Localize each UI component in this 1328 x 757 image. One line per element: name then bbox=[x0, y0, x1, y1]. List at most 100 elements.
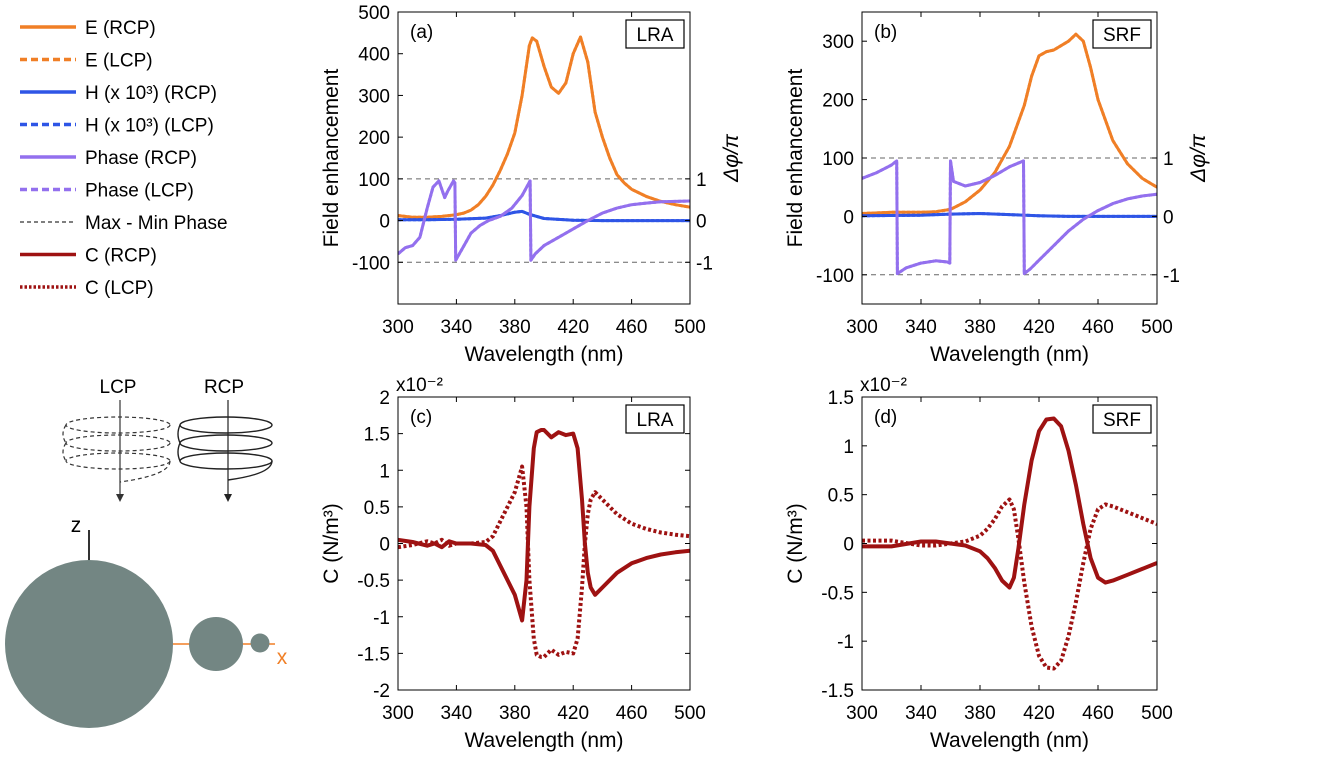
y-tick-label: -1 bbox=[837, 632, 854, 653]
structure-tag: LRA bbox=[625, 19, 685, 49]
legend-entry-maxmin: Max - Min Phase bbox=[20, 213, 228, 234]
x-tick-label: 380 bbox=[499, 703, 531, 724]
legend-label: Phase (RCP) bbox=[85, 148, 197, 169]
structure-tag: SRF bbox=[1092, 404, 1152, 434]
legend-label: E (LCP) bbox=[85, 51, 153, 72]
y-tick-label: -1.5 bbox=[357, 644, 390, 665]
y2-axis-label: Δφ/π bbox=[720, 133, 743, 183]
panel-b: 300 340 380 420 460 500 -100 0 100 200 300 1 0 -1 Δφ/π… bbox=[784, 11, 1210, 366]
x-tick-label: 300 bbox=[846, 703, 878, 724]
x-tick-label: 460 bbox=[1082, 703, 1114, 724]
y2-tick-label: 0 bbox=[696, 212, 707, 233]
y-tick-label: 1.5 bbox=[364, 425, 390, 446]
svg-text:LRA: LRA bbox=[637, 25, 674, 46]
large-sphere bbox=[5, 560, 173, 728]
small-sphere bbox=[250, 633, 270, 653]
x-tick-label: 340 bbox=[905, 317, 937, 338]
x-tick-label: 300 bbox=[846, 317, 878, 338]
y2-tick-label: 0 bbox=[1163, 207, 1174, 228]
y-axis-label: Field enhancement bbox=[784, 69, 807, 248]
x-tick-label: 340 bbox=[905, 703, 937, 724]
legend-entry-p_rcp: Phase (RCP) bbox=[20, 148, 197, 169]
legend-label: Phase (LCP) bbox=[85, 181, 194, 202]
series-c-lcp bbox=[862, 497, 1157, 671]
y-tick-label: 500 bbox=[358, 3, 390, 24]
x-tick-label: 300 bbox=[382, 317, 414, 338]
medium-sphere bbox=[189, 617, 243, 671]
y-tick-label: 200 bbox=[358, 128, 390, 149]
lcp-helix-icon bbox=[62, 416, 171, 483]
x-tick-label: 420 bbox=[1023, 317, 1055, 338]
z-label: z bbox=[71, 514, 82, 537]
legend-entry-c_lcp: C (LCP) bbox=[20, 278, 154, 299]
legend-label: H (x 10³) (LCP) bbox=[85, 116, 214, 137]
legend: E (RCP) E (LCP) H (x 10³) (RCP) H (x 10³) (… bbox=[20, 18, 228, 299]
rcp-helix-icon bbox=[177, 416, 273, 481]
y-tick-label: 1.5 bbox=[828, 388, 854, 409]
y-tick-label: 200 bbox=[822, 91, 854, 112]
series-e-lcp bbox=[398, 35, 690, 219]
y-tick-label: 2 bbox=[379, 388, 390, 409]
x-tick-label: 420 bbox=[557, 317, 589, 338]
x-tick-label: 380 bbox=[964, 317, 996, 338]
schematic: LCP RCP z x bbox=[5, 377, 288, 728]
x-tick-label: 420 bbox=[557, 703, 589, 724]
x-axis-label: Wavelength (nm) bbox=[930, 343, 1089, 366]
panel-a: 300 340 380 420 460 500 -100 0 100 200 300 400 500 1 0… bbox=[320, 3, 743, 366]
x-tick-label: 460 bbox=[616, 703, 648, 724]
svg-text:SRF: SRF bbox=[1103, 410, 1141, 431]
legend-entry-e_rcp: E (RCP) bbox=[20, 18, 156, 39]
panel-label: (d) bbox=[874, 407, 897, 428]
series-group bbox=[862, 416, 1157, 671]
lcp-arrowhead-icon bbox=[116, 494, 124, 502]
x-tick-label: 500 bbox=[674, 317, 706, 338]
x-tick-label: 420 bbox=[1023, 703, 1055, 724]
y-axis-label: C (N/m³) bbox=[320, 503, 343, 583]
legend-label: E (RCP) bbox=[85, 18, 156, 39]
y-tick-label: 400 bbox=[358, 45, 390, 66]
y2-axis-label: Δφ/π bbox=[1187, 133, 1210, 183]
y-tick-label: 0 bbox=[379, 535, 390, 556]
y-tick-label: 0 bbox=[843, 207, 854, 228]
x-tick-label: 500 bbox=[1141, 317, 1173, 338]
panel-d: 300 340 380 420 460 500 -1.5 -1 -0.5 0 0.5 1 1.5 Wave… bbox=[784, 375, 1173, 752]
series-c-rcp bbox=[862, 416, 1157, 590]
series-phase-lcp bbox=[862, 159, 1157, 276]
y2-tick-label: -1 bbox=[696, 253, 713, 274]
x-label: x bbox=[277, 646, 288, 669]
x-tick-label: 460 bbox=[1082, 317, 1114, 338]
y-tick-label: -2 bbox=[373, 681, 390, 702]
series-c-lcp bbox=[398, 464, 690, 659]
y-tick-label: 1 bbox=[379, 461, 390, 482]
legend-entry-e_lcp: E (LCP) bbox=[20, 51, 153, 72]
y-tick-label: 1 bbox=[843, 437, 854, 458]
y-exponent-label: x10⁻² bbox=[860, 375, 907, 396]
series-phase-lcp bbox=[398, 179, 690, 262]
rcp-label: RCP bbox=[204, 377, 244, 398]
legend-entry-p_lcp: Phase (LCP) bbox=[20, 181, 194, 202]
plot-frame bbox=[397, 396, 691, 691]
y-axis-label: Field enhancement bbox=[320, 69, 343, 248]
legend-entry-h_lcp: H (x 10³) (LCP) bbox=[20, 116, 214, 137]
panel-c: 300 340 380 420 460 500 -2 -1.5 -1 -0.5 0 0.5 1 1.5 2 W… bbox=[320, 375, 706, 752]
x-tick-label: 500 bbox=[674, 703, 706, 724]
x-tick-label: 380 bbox=[499, 317, 531, 338]
legend-label: Max - Min Phase bbox=[85, 213, 228, 234]
x-axis-label: Wavelength (nm) bbox=[464, 729, 623, 752]
y-tick-label: 300 bbox=[358, 86, 390, 107]
y-tick-label: -0.5 bbox=[821, 583, 854, 604]
series-e-lcp bbox=[862, 32, 1157, 215]
y-tick-label: -100 bbox=[352, 253, 390, 274]
series-e-rcp bbox=[862, 32, 1157, 215]
y2-tick-label: 1 bbox=[696, 170, 707, 191]
x-axis-label: Wavelength (nm) bbox=[930, 729, 1089, 752]
y-tick-label: -100 bbox=[816, 266, 854, 287]
series-group bbox=[862, 32, 1157, 276]
legend-entry-h_rcp: H (x 10³) (RCP) bbox=[20, 83, 217, 104]
series-group bbox=[398, 428, 690, 659]
series-c-rcp bbox=[398, 428, 690, 623]
y-tick-label: 100 bbox=[822, 149, 854, 170]
svg-text:LRA: LRA bbox=[637, 410, 674, 431]
x-tick-label: 500 bbox=[1141, 703, 1173, 724]
